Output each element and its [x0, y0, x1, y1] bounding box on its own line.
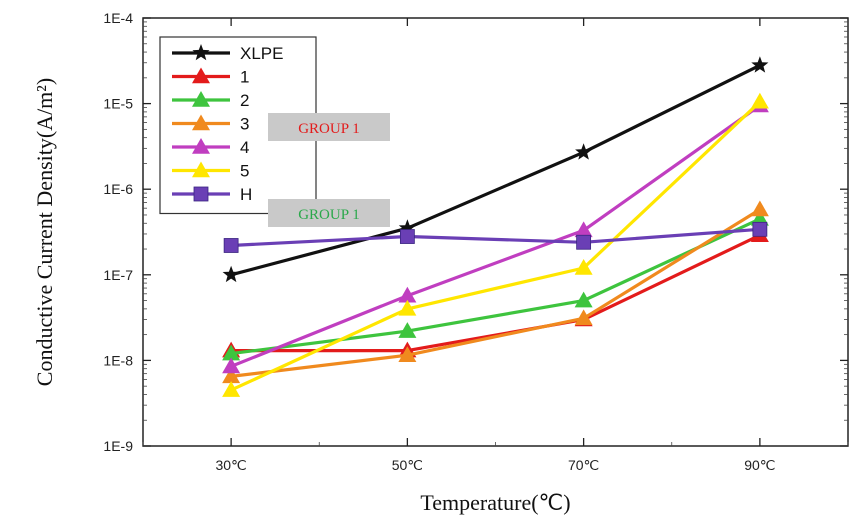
series-4-point: [398, 286, 417, 303]
group-label-bg: [268, 199, 390, 227]
series-5-point: [222, 381, 241, 397]
series-2-point: [574, 291, 593, 308]
series-5-point: [750, 92, 769, 109]
legend-marker-3: [192, 114, 210, 131]
y-tick-label: 1E-7: [103, 267, 133, 283]
series-h-line: [231, 227, 761, 248]
series-5-line: [230, 100, 761, 392]
series-2-point: [750, 209, 769, 226]
legend-label-5: 5: [240, 162, 249, 181]
legend-marker-1: [192, 67, 210, 84]
y-tick-label: 1E-6: [103, 181, 133, 197]
y-tick-label: 1E-5: [103, 96, 133, 112]
x-tick-label: 50℃: [392, 457, 423, 473]
y-axis-title: Conductive Current Density(A/m²): [32, 78, 57, 386]
series-4-point: [574, 221, 593, 238]
series-h-point: [223, 238, 239, 253]
series-3-point: [574, 309, 593, 326]
series-5-point: [398, 299, 417, 316]
series-h-point: [576, 234, 592, 250]
y-tick-label: 1E-4: [103, 10, 133, 26]
series-3-point: [222, 367, 241, 384]
legend-label-3: 3: [240, 115, 249, 134]
series-xlpe-point: [222, 265, 240, 283]
series-3-point: [398, 346, 417, 362]
series-4-point: [222, 357, 241, 374]
legend-label-2: 2: [240, 91, 249, 110]
series-h-point: [399, 229, 415, 244]
series-2-point: [222, 344, 241, 361]
legend-marker-2: [192, 91, 210, 107]
series-3-point: [750, 200, 769, 217]
x-tick-label: 90℃: [744, 457, 775, 473]
group-label: GROUP 1: [298, 121, 360, 137]
x-axis-title: Temperature(℃): [420, 490, 570, 515]
series-4-line: [230, 104, 761, 368]
series-3-line: [230, 208, 761, 378]
y-tick-label: 1E-9: [103, 438, 133, 454]
legend-label-h: H: [240, 185, 252, 204]
legend-label-1: 1: [240, 68, 249, 87]
legend-marker-5: [192, 161, 210, 178]
x-tick-label: 70℃: [568, 457, 599, 473]
series-5-point: [574, 259, 593, 275]
series-2-point: [398, 322, 417, 338]
series-xlpe-point: [575, 143, 593, 160]
group-label: GROUP 1: [298, 207, 360, 223]
series-2-line: [230, 217, 761, 356]
series-xlpe-point: [751, 56, 769, 73]
x-tick-label: 30℃: [215, 457, 246, 473]
y-tick-label: 1E-8: [103, 352, 133, 368]
series-xlpe-point: [398, 219, 416, 236]
series-h-point: [752, 221, 768, 237]
legend-marker-xlpe: [192, 44, 210, 61]
legend-marker-4: [192, 138, 210, 154]
legend-marker-h: [193, 186, 209, 202]
legend-label-xlpe: XLPE: [240, 44, 283, 63]
legend-label-4: 4: [240, 138, 249, 157]
group-label-bg: [268, 113, 390, 141]
series-xlpe-line: [230, 63, 761, 277]
